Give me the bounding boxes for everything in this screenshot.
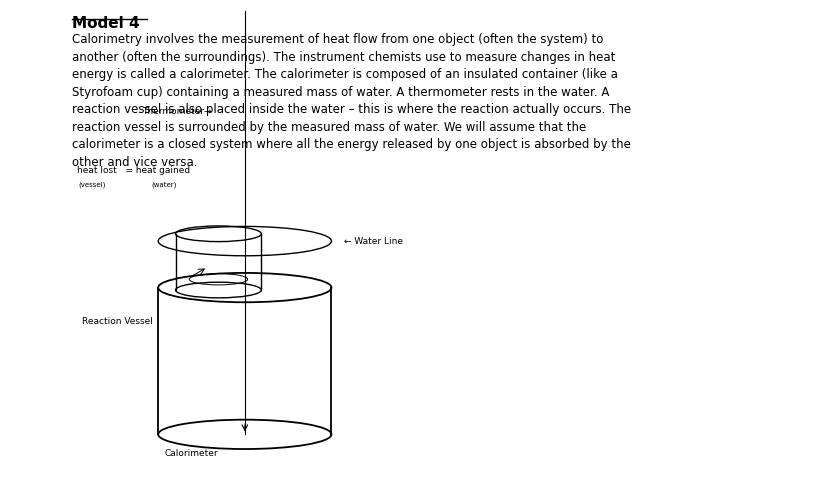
Text: (water): (water) — [151, 182, 177, 188]
Text: Calorimetry involves the measurement of heat flow from one object (often the sys: Calorimetry involves the measurement of … — [71, 33, 630, 169]
Text: Thermometer→: Thermometer→ — [141, 107, 211, 116]
Text: (vessel): (vessel) — [78, 182, 105, 188]
Text: ← Water Line: ← Water Line — [343, 237, 403, 246]
Text: Model 4: Model 4 — [71, 16, 139, 31]
Text: heat lost   = heat gained: heat lost = heat gained — [77, 166, 190, 175]
Text: Calorimeter: Calorimeter — [165, 449, 218, 459]
Text: Reaction Vessel: Reaction Vessel — [82, 317, 153, 326]
